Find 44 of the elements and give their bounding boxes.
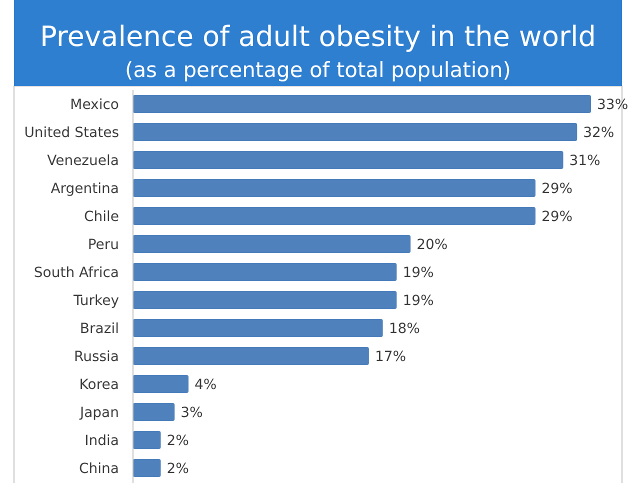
y-tick-label: South Africa xyxy=(34,264,119,281)
y-tick-label: United States xyxy=(24,124,119,141)
y-tick-label: Peru xyxy=(88,236,119,253)
bar xyxy=(133,235,411,253)
bar xyxy=(133,459,161,477)
bar xyxy=(133,375,189,393)
y-tick-label: Argentina xyxy=(50,180,119,197)
y-tick-label: Chile xyxy=(84,208,119,225)
bar xyxy=(133,319,383,337)
data-label: 31% xyxy=(569,152,600,169)
y-tick-label: Korea xyxy=(79,376,119,393)
bar xyxy=(133,95,591,113)
y-tick-label: Russia xyxy=(74,348,119,365)
bar xyxy=(133,207,536,225)
data-label: 20% xyxy=(416,236,448,253)
bar xyxy=(133,151,564,169)
data-label: 29% xyxy=(541,180,573,197)
data-label: 19% xyxy=(402,292,434,309)
bar xyxy=(133,403,175,421)
data-label: 3% xyxy=(180,404,203,421)
y-tick-label: Brazil xyxy=(80,320,119,337)
data-label: 19% xyxy=(402,264,434,281)
y-tick-label: India xyxy=(84,432,119,449)
data-label: 17% xyxy=(374,348,406,365)
bar xyxy=(133,347,369,365)
y-tick-label: Japan xyxy=(78,404,119,421)
data-label: 2% xyxy=(166,460,189,477)
bar xyxy=(133,291,397,309)
bar xyxy=(133,123,578,141)
data-label: 32% xyxy=(583,124,614,141)
bar xyxy=(133,263,397,281)
y-tick-label: Turkey xyxy=(72,292,119,309)
bar xyxy=(133,431,161,449)
y-tick-label: China xyxy=(79,460,119,477)
bar xyxy=(133,179,536,197)
y-tick-label: Venezuela xyxy=(47,152,119,169)
data-label: 33% xyxy=(597,96,628,113)
chart-title: Prevalence of adult obesity in the world xyxy=(40,20,596,53)
data-label: 2% xyxy=(166,432,189,449)
data-label: 29% xyxy=(541,208,573,225)
chart-subtitle: (as a percentage of total population) xyxy=(125,58,511,82)
data-label: 4% xyxy=(194,376,217,393)
y-tick-label: Mexico xyxy=(70,96,119,113)
data-label: 18% xyxy=(388,320,420,337)
